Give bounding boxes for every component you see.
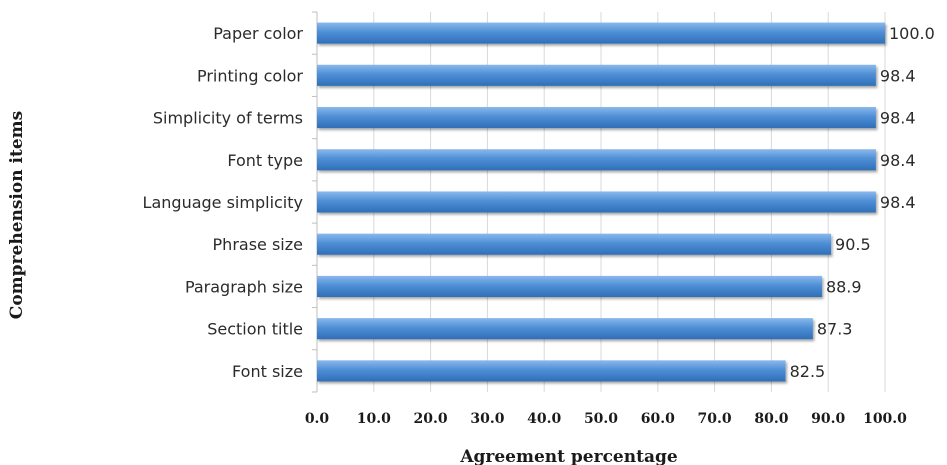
x-axis-title: Agreement percentage: [459, 447, 678, 465]
bar: [317, 233, 832, 255]
x-tick-label: 70.0: [698, 411, 732, 427]
value-label: 82.5: [790, 362, 826, 381]
x-tick-label: 60.0: [641, 411, 675, 427]
category-label: Paper color: [213, 24, 303, 43]
category-label: Font type: [227, 151, 303, 170]
x-tick-label: 10.0: [357, 411, 391, 427]
value-label: 87.3: [817, 320, 853, 339]
value-label: 98.4: [880, 109, 916, 128]
value-label: 98.4: [880, 66, 916, 85]
bar: [317, 318, 813, 340]
value-label: 90.5: [835, 235, 871, 254]
value-label: 88.9: [826, 277, 862, 296]
value-labels: 100.0 98.4 98.4 98.4 98.4 90.5 88.9 87.3 82.5: [790, 24, 935, 381]
axes: [312, 11, 318, 393]
value-label: 100.0: [889, 24, 935, 43]
y-axis-title: Comprehension items: [7, 111, 27, 319]
value-label: 98.4: [880, 193, 916, 212]
category-labels: Paper color Printing color Simplicity of t…: [143, 24, 304, 381]
bar: [317, 360, 786, 382]
bars: [317, 22, 885, 382]
x-tick-label: 90.0: [811, 411, 845, 427]
category-label: Language simplicity: [143, 193, 303, 212]
x-tick-label: 30.0: [470, 411, 504, 427]
category-label: Section title: [207, 320, 303, 339]
x-tick-label: 20.0: [414, 411, 448, 427]
value-label: 98.4: [880, 151, 916, 170]
bar: [317, 64, 876, 86]
bar: [317, 107, 876, 129]
x-tick-label: 40.0: [527, 411, 561, 427]
bar: [317, 22, 885, 44]
category-label: Phrase size: [213, 235, 303, 254]
x-tick-label: 0.0: [305, 411, 330, 427]
x-tick-label: 80.0: [754, 411, 788, 427]
category-label: Paragraph size: [185, 277, 303, 296]
x-tick-label: 100.0: [863, 411, 907, 427]
bar: [317, 149, 876, 171]
category-label: Printing color: [197, 66, 303, 85]
bar: [317, 191, 876, 213]
category-label: Simplicity of terms: [153, 109, 303, 128]
x-tick-labels: 0.0 10.0 20.0 30.0 40.0 50.0 60.0 70.0 80.0 90.0 1…: [305, 411, 907, 427]
category-label: Font size: [232, 362, 303, 381]
x-tick-label: 50.0: [584, 411, 618, 427]
bar: [317, 275, 822, 297]
